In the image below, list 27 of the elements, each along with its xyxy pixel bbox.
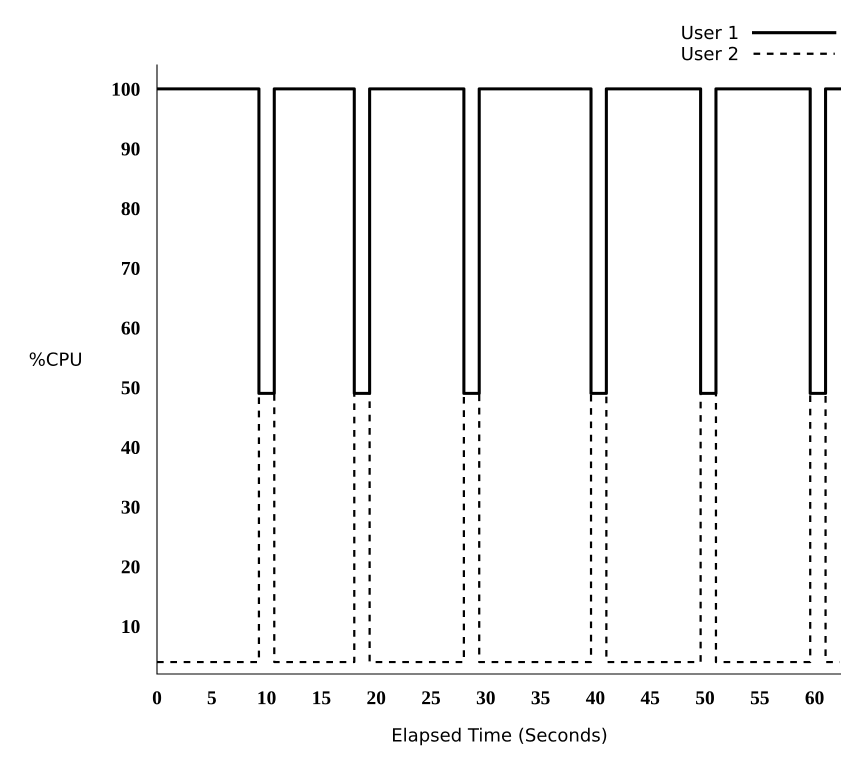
- y-tick-label: 10: [122, 620, 140, 634]
- y-tick-label: 40: [121, 440, 140, 454]
- x-tick-label: 0: [152, 691, 162, 704]
- x-axis-title: Elapsed Time (Seconds): [393, 728, 606, 746]
- x-tick-label: 5: [208, 691, 216, 704]
- x-tick-label: 25: [422, 691, 440, 704]
- x-tick-label: 50: [696, 691, 714, 704]
- y-tick-label: 30: [122, 500, 140, 514]
- y-tick-label: 90: [121, 142, 140, 156]
- y-tick-label: 50: [122, 381, 140, 394]
- legend-label: User 2: [682, 46, 738, 60]
- x-tick-label: 30: [476, 691, 495, 704]
- x-tick-label: 35: [532, 691, 550, 704]
- y-tick-label: 20: [122, 560, 140, 574]
- y-tick-label: 100: [112, 82, 140, 96]
- x-tick-label: 40: [586, 691, 604, 704]
- y-axis-title: %CPU: [30, 352, 81, 366]
- x-tick-label: 20: [367, 691, 386, 704]
- x-tick-label: 10: [258, 691, 276, 704]
- y-tick-label: 60: [122, 322, 140, 335]
- y-tick-label: 70: [122, 262, 140, 275]
- x-tick-label: 60: [806, 691, 824, 704]
- y-tick-label: 80: [122, 202, 140, 216]
- x-tick-label: 45: [640, 691, 660, 704]
- x-tick-label: 15: [313, 691, 330, 704]
- legend-label: User 1: [682, 26, 738, 40]
- x-tick-label: 55: [750, 691, 769, 704]
